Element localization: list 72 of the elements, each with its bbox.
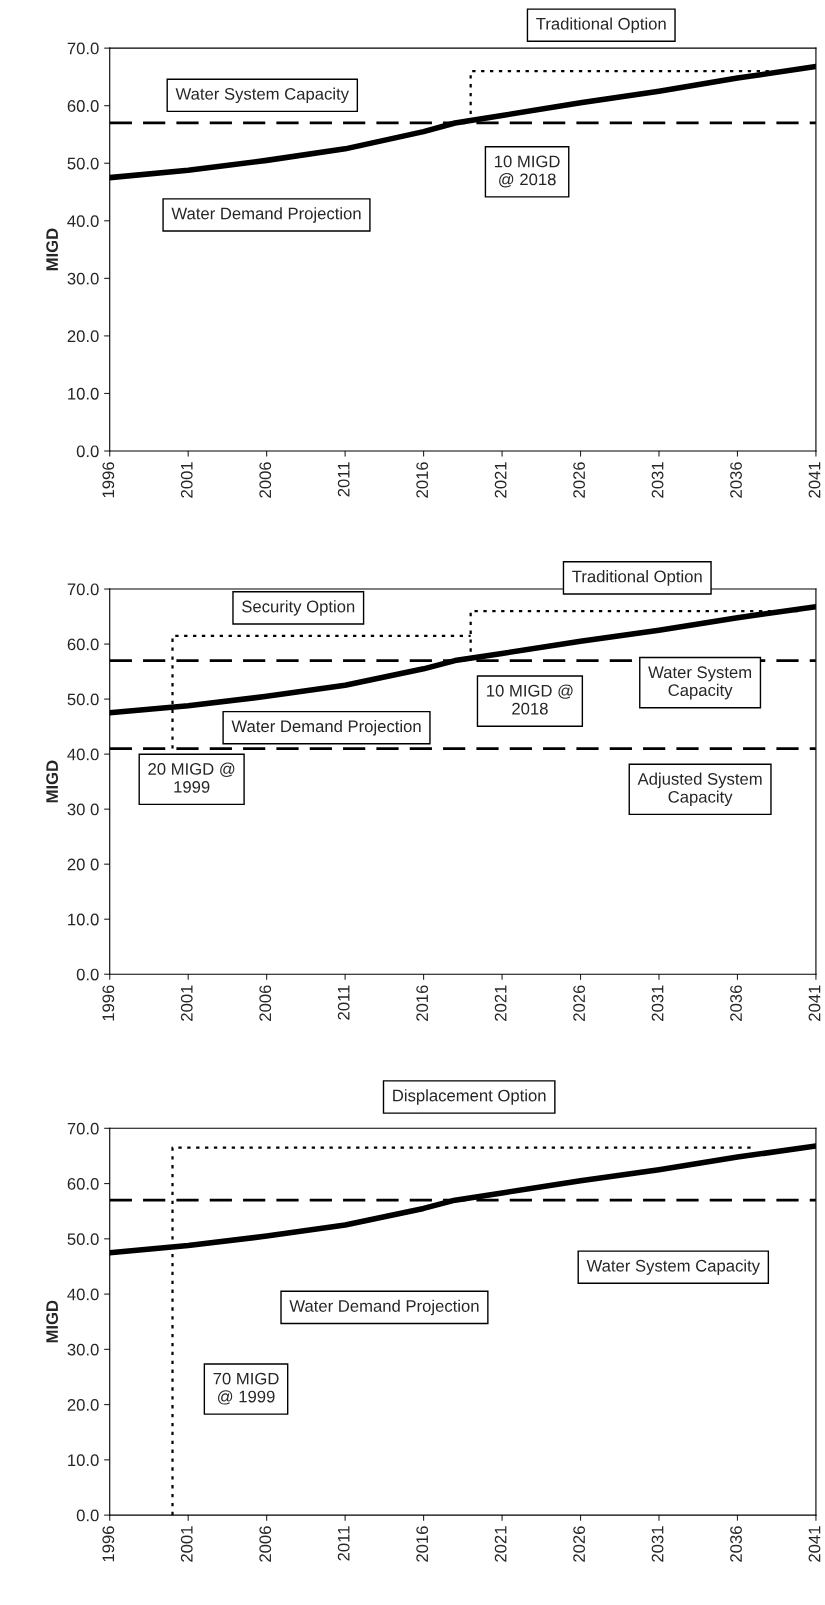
y-tick-label: 10.0: [68, 1454, 99, 1467]
x-tick-label: 2011: [337, 1526, 350, 1561]
y-tick-label: 0.0: [76, 968, 99, 981]
y-tick-label: 10.0: [68, 387, 99, 400]
annotation: 70 MIGD @ 1999: [213, 1372, 279, 1405]
x-tick-label: 2011: [337, 985, 350, 1020]
y-tick-label: 20 0: [67, 858, 99, 871]
x-tick-label: 2036: [730, 1526, 742, 1562]
annotation: Water System Capacity: [175, 87, 349, 104]
annotation: Water System Capacity: [586, 1259, 760, 1275]
annotation: 10 MIGD @ 2018: [495, 155, 560, 188]
x-tick-label: 1996: [102, 462, 115, 498]
x-tick-label: 2026: [573, 985, 585, 1021]
y-tick-label: 50.0: [67, 157, 99, 170]
x-tick-label: 2006: [259, 462, 272, 498]
annotation: Water Demand Projection: [171, 207, 361, 223]
x-tick-label: 2031: [651, 985, 664, 1021]
y-tick-label: 50.0: [67, 1233, 99, 1246]
x-tick-label: 2036: [730, 985, 742, 1021]
y-axis-title: MIGD: [46, 1300, 59, 1343]
x-tick-label: 2026: [573, 462, 585, 498]
y-axis-title: MIGD: [46, 760, 59, 803]
y-tick-label: 70.0: [67, 42, 99, 55]
x-tick-label: 2006: [259, 985, 272, 1021]
y-tick-label: 20.0: [67, 330, 99, 343]
x-tick-label: 2021: [494, 462, 507, 498]
y-tick-label: 40.0: [67, 215, 99, 228]
y-tick-label: 50.0: [67, 693, 99, 706]
annotation: Water System Capacity: [648, 666, 752, 700]
annotation: Adjusted System Capacity: [637, 772, 762, 807]
y-tick-label: 60.0: [67, 100, 99, 112]
y-tick-label: 60.0: [67, 638, 99, 651]
text: Displacement Option: [393, 1089, 546, 1105]
y-tick-label: 0.0: [76, 1509, 99, 1522]
x-tick-label: 2041: [808, 1526, 821, 1562]
y-tick-label: 40.0: [67, 748, 99, 761]
y-tick-label: 0.0: [76, 445, 99, 458]
x-tick-label: 2041: [808, 985, 821, 1021]
x-tick-label: 2041: [808, 462, 821, 498]
text: Traditional Option: [536, 17, 666, 33]
annotation: Security Option: [242, 600, 355, 616]
x-tick-label: 1996: [102, 985, 115, 1021]
text: Traditional Option: [572, 570, 702, 586]
x-tick-label: 2001: [180, 985, 193, 1021]
annotation: 20 MIGD @ 1999: [148, 762, 235, 793]
x-tick-label: 2031: [651, 1526, 664, 1562]
y-tick-label: 10.0: [68, 913, 99, 926]
x-tick-label: 2036: [730, 462, 742, 498]
x-tick-label: 2011: [337, 462, 350, 497]
y-axis-title: MIGD: [46, 228, 59, 271]
x-tick-label: 2021: [494, 985, 507, 1021]
x-tick-label: 2031: [651, 462, 664, 498]
y-tick-label: 70.0: [67, 583, 99, 596]
y-tick-label: 60.0: [67, 1177, 99, 1190]
x-tick-label: 2016: [416, 1526, 429, 1562]
x-tick-label: 2001: [180, 462, 193, 498]
x-tick-label: 2021: [494, 1526, 507, 1562]
y-tick-label: 40.0: [67, 1288, 99, 1301]
y-tick-label: 20.0: [67, 1399, 99, 1411]
x-tick-label: 2001: [180, 1526, 193, 1562]
annotation: 10 MIGD @ 2018: [487, 684, 573, 715]
annotation: Water Demand Projection: [289, 1299, 479, 1316]
x-tick-label: 2016: [416, 462, 429, 498]
y-tick-label: 30.0: [67, 272, 99, 285]
x-tick-label: 2026: [573, 1526, 585, 1562]
x-tick-label: 1996: [102, 1526, 115, 1562]
y-tick-label: 30.0: [67, 1343, 99, 1356]
x-tick-label: 2006: [259, 1526, 272, 1562]
y-tick-label: 70.0: [67, 1122, 99, 1135]
y-tick-label: 30 0: [67, 803, 99, 816]
annotation: Water Demand Projection: [231, 719, 421, 736]
x-tick-label: 2016: [416, 985, 429, 1021]
